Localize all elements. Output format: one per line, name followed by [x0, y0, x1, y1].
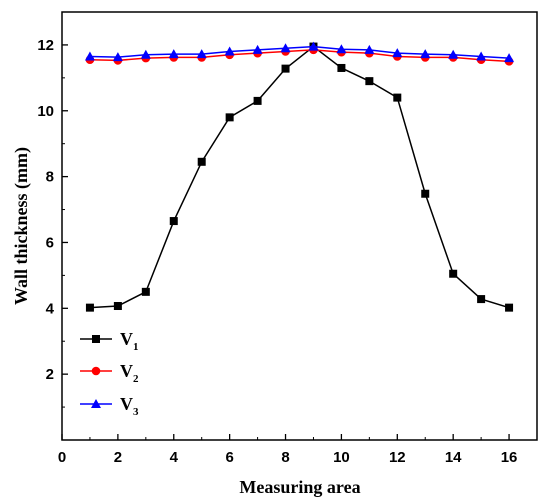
data-point: [84, 51, 95, 61]
legend-label: V1: [120, 329, 139, 353]
data-point: [421, 189, 430, 198]
data-point: [196, 49, 207, 59]
data-point: [225, 113, 234, 122]
data-point: [337, 63, 346, 72]
data-point: [112, 52, 123, 62]
x-tick-label: 0: [58, 449, 66, 466]
series-v1: [85, 42, 514, 312]
data-point: [168, 49, 179, 59]
data-point: [448, 49, 459, 59]
data-point: [393, 93, 402, 102]
legend-label: V3: [120, 394, 139, 418]
axis-tick-labels: 0 2 4 6 8 10 12 14 16 2 4 6 8 10 12: [37, 37, 517, 466]
x-tick-label: 2: [114, 449, 122, 466]
data-point: [477, 295, 486, 304]
data-point: [476, 51, 487, 61]
data-point: [420, 49, 431, 59]
data-point: [197, 157, 206, 166]
data-point: [336, 44, 347, 54]
data-point: [85, 303, 94, 312]
series-line: [89, 45, 510, 309]
series-layer: [84, 41, 515, 312]
data-point: [505, 303, 514, 312]
axis-ticks: [61, 11, 510, 440]
x-tick-label: 14: [445, 449, 462, 466]
y-tick-label: 6: [46, 234, 54, 251]
data-point: [364, 44, 375, 54]
x-tick-label: 10: [333, 449, 350, 466]
x-tick-label: 8: [281, 449, 289, 466]
data-point: [141, 287, 150, 296]
legend-entry: V2: [80, 361, 139, 385]
series-line: [89, 45, 510, 59]
legend-swatch-marker: [92, 335, 100, 343]
data-point: [140, 49, 151, 59]
data-point: [113, 302, 122, 311]
series-v3: [84, 41, 515, 63]
y-tick-label: 4: [46, 300, 55, 317]
x-axis-title: Measuring area: [239, 477, 360, 497]
legend-label: V2: [120, 361, 139, 385]
y-tick-label: 10: [37, 103, 54, 120]
y-axis-title: Wall thickness (mm): [11, 147, 32, 305]
data-point: [253, 96, 262, 105]
data-point: [169, 217, 178, 226]
x-tick-label: 6: [225, 449, 233, 466]
data-point: [252, 44, 263, 54]
data-point: [504, 53, 515, 63]
data-point: [280, 43, 291, 53]
legend-swatch-marker: [91, 399, 101, 408]
x-tick-label: 12: [389, 449, 406, 466]
plot-frame: [61, 11, 538, 441]
series-line: [89, 49, 510, 63]
x-tick-label: 16: [501, 449, 518, 466]
y-tick-label: 8: [46, 169, 54, 186]
legend-swatch-marker: [91, 366, 101, 376]
legend-entry: V3: [80, 394, 139, 418]
data-point: [281, 64, 290, 73]
data-point: [224, 46, 235, 56]
legend: V1 V2 V3: [80, 329, 139, 418]
data-point: [308, 41, 319, 51]
x-tick-label: 4: [170, 449, 179, 466]
data-point: [392, 48, 403, 58]
data-point: [449, 269, 458, 278]
y-tick-label: 12: [37, 37, 54, 54]
legend-entry: V1: [80, 329, 139, 353]
series-v2: [85, 45, 514, 66]
y-tick-label: 2: [46, 366, 54, 383]
data-point: [365, 77, 374, 86]
